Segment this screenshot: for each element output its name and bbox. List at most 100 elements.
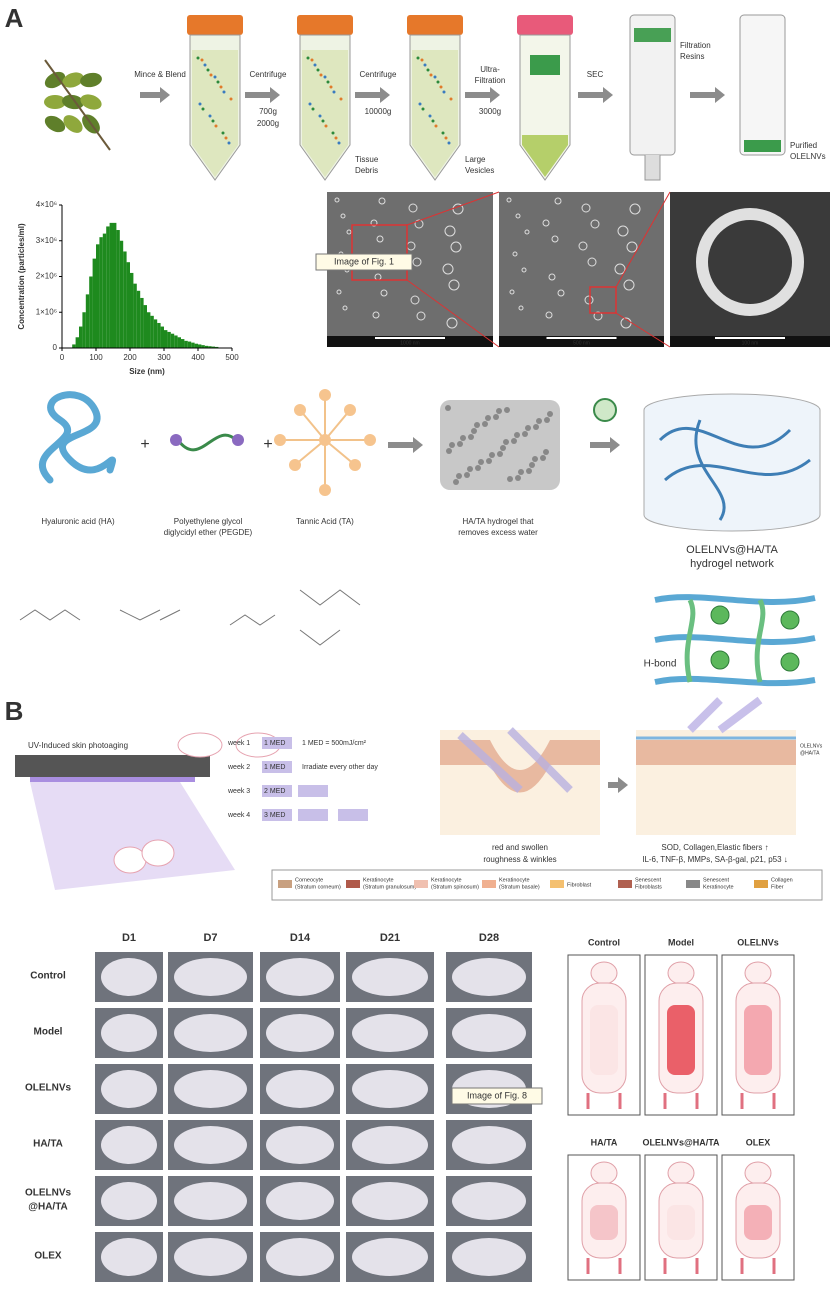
bar [164, 330, 168, 348]
bar [204, 345, 209, 348]
particle [442, 90, 446, 94]
vesicle [410, 295, 420, 305]
tannic-node [319, 434, 331, 446]
label: (Stratum spinosum) [431, 884, 479, 890]
label: OLELNVs [25, 1188, 72, 1199]
mouse-head [590, 1161, 618, 1185]
label: hydrogel network [690, 558, 774, 570]
uv-beam [30, 782, 235, 890]
caption-box [451, 1087, 543, 1105]
bar [201, 345, 205, 348]
label: SOD, Collagen,Elastic fibers ↑ [661, 843, 768, 852]
particle [224, 136, 228, 140]
bar [191, 342, 195, 348]
label: Senescent [703, 877, 729, 883]
mouse-head [590, 961, 618, 985]
bar [170, 333, 175, 348]
vesicle [334, 197, 340, 203]
label: Hyaluronic acid (HA) [41, 517, 115, 526]
nanovesicle [780, 610, 800, 630]
particle [416, 56, 420, 60]
structures [19, 589, 361, 646]
particle [209, 73, 213, 77]
column-tip [644, 155, 661, 181]
particle [323, 75, 327, 79]
particle [216, 80, 220, 84]
dose-box [262, 761, 292, 773]
zoom-lines [406, 191, 671, 348]
label: Keratinocyte [499, 877, 530, 883]
particle [201, 107, 205, 111]
tube-content [192, 50, 238, 177]
vesicle [408, 203, 418, 213]
bar [85, 294, 90, 348]
particle [449, 97, 453, 101]
mouse-photo [101, 1238, 157, 1276]
tannic-node [344, 404, 356, 416]
pore [456, 473, 462, 479]
vesicle [617, 225, 629, 237]
particle [447, 141, 451, 145]
vesicle [346, 229, 352, 235]
mouse-photo [174, 958, 247, 996]
label: Senescent [635, 877, 661, 883]
tannic-node [319, 389, 331, 401]
label: IL-6, TNF-β, MMPs, SA-β-gal, p21, p53 ↓ [642, 855, 788, 864]
pore [493, 414, 499, 420]
label: OLELNVs [790, 152, 826, 161]
particle [329, 85, 333, 89]
particle [421, 107, 425, 111]
particle [196, 56, 200, 60]
dose-box [338, 809, 368, 821]
label: Fibroblasts [635, 884, 662, 890]
filter [530, 55, 560, 75]
y-tick-label: 3×10⁶ [36, 236, 57, 245]
bond [299, 409, 326, 441]
label: 10000g [365, 107, 392, 116]
reflect-arrows [687, 696, 763, 734]
pore [515, 475, 521, 481]
vesicle [548, 273, 556, 281]
vesicle [372, 311, 380, 319]
bar [211, 346, 215, 348]
label: Collagen [771, 877, 793, 883]
lesion [744, 1005, 772, 1075]
panel-label: B [5, 696, 24, 726]
vesicle [444, 225, 456, 237]
pore [503, 439, 509, 445]
mouse-photo [174, 1014, 247, 1052]
label: HA/TA hydrogel that [463, 517, 535, 526]
dose-box [298, 809, 328, 821]
pore [485, 415, 491, 421]
label: Fibroblast [567, 882, 592, 888]
pore [486, 458, 492, 464]
particle [208, 114, 212, 118]
vesicle [506, 197, 512, 203]
pore [529, 462, 535, 468]
vesicle [542, 219, 550, 227]
label: D28 [479, 932, 499, 944]
particle [418, 102, 422, 106]
particle [319, 73, 323, 77]
arrow [388, 437, 423, 453]
bar [147, 312, 151, 348]
scale-label: 100 nm [742, 340, 759, 346]
bar [143, 305, 147, 348]
dose-box [262, 809, 292, 821]
pore [507, 476, 513, 482]
mouse-photo [452, 1126, 526, 1164]
label: Tissue [355, 155, 379, 164]
label: D21 [380, 932, 400, 944]
label: (Stratum corneum) [295, 884, 341, 890]
vesicle [340, 213, 346, 219]
label: HA/TA [33, 1139, 63, 1150]
bar [113, 222, 117, 348]
label: OLELNVs@HA/TA [642, 1137, 720, 1147]
vesicles [744, 140, 781, 152]
particle [206, 68, 210, 72]
label: week 1 [227, 740, 250, 747]
mouse-photo [266, 1182, 334, 1220]
tube-cap [187, 15, 243, 35]
particle [441, 131, 445, 135]
vesicle [593, 311, 603, 321]
